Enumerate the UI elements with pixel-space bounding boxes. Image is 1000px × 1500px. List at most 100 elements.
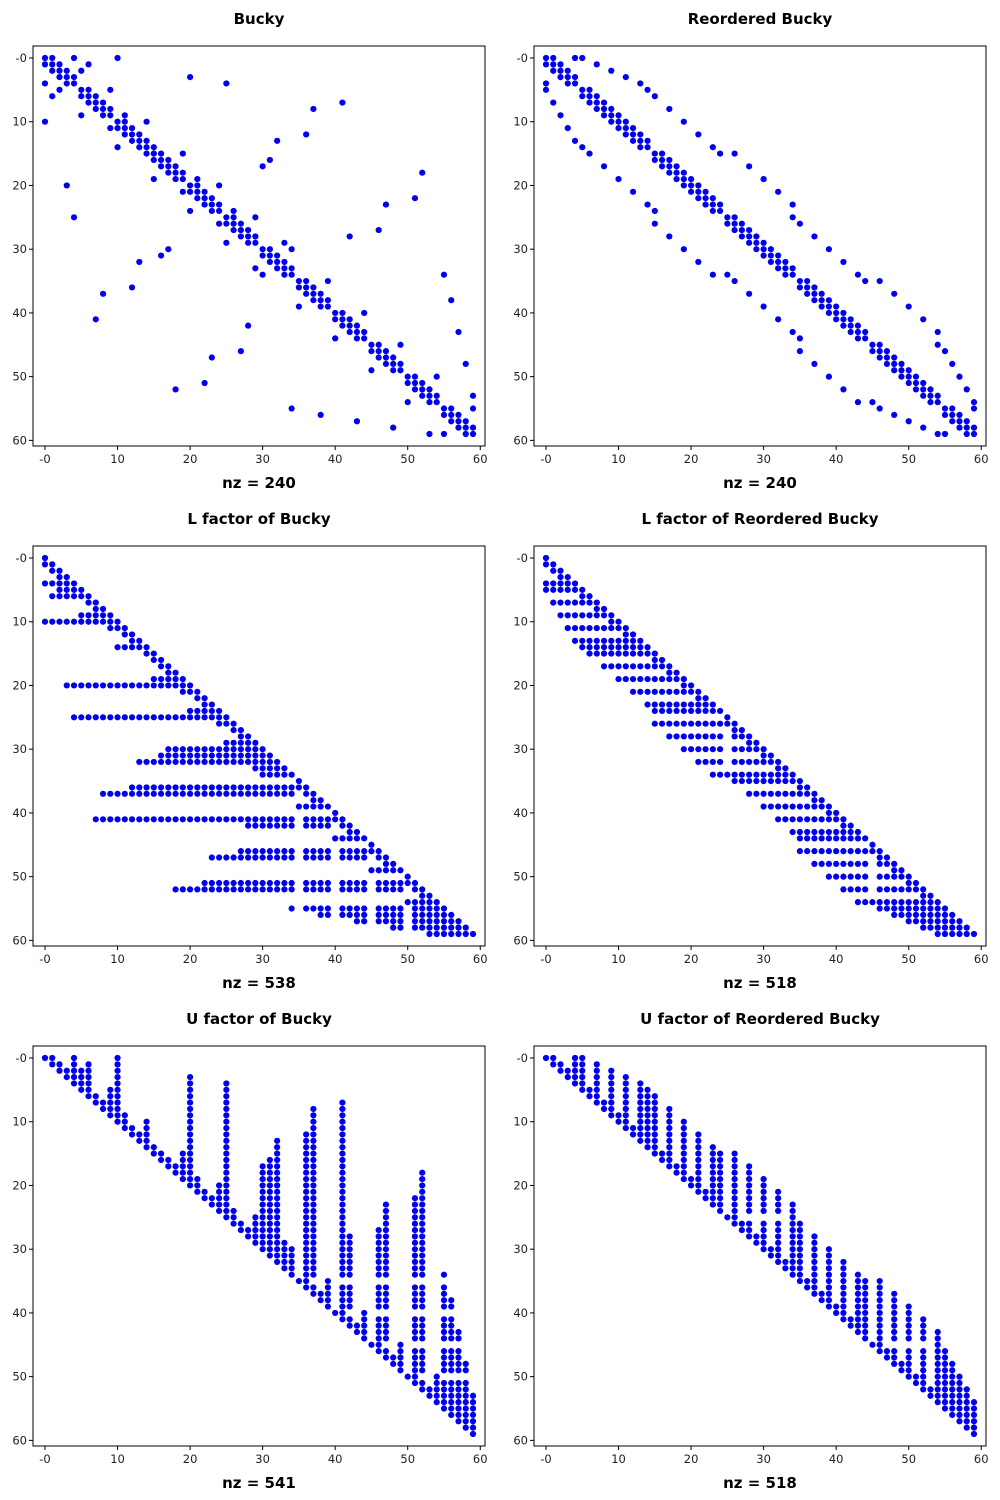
nonzero-point bbox=[920, 918, 927, 925]
nonzero-point bbox=[637, 1099, 644, 1106]
nonzero-point bbox=[339, 848, 346, 855]
nonzero-point bbox=[833, 316, 840, 323]
nonzero-point bbox=[760, 252, 767, 259]
nonzero-point bbox=[949, 930, 956, 938]
nonzero-point bbox=[310, 1252, 317, 1259]
nonzero-point bbox=[571, 637, 579, 644]
nonzero-point bbox=[637, 688, 644, 695]
nonzero-point bbox=[455, 1418, 462, 1425]
nonzero-point bbox=[78, 586, 85, 593]
nonzero-point bbox=[310, 1105, 317, 1113]
nonzero-point bbox=[375, 1239, 382, 1246]
nonzero-point bbox=[651, 720, 658, 727]
nonzero-points bbox=[542, 54, 978, 438]
nonzero-point bbox=[818, 297, 825, 304]
nonzero-point bbox=[426, 899, 433, 906]
nonzero-point bbox=[419, 386, 426, 393]
nonzero-point bbox=[825, 809, 833, 817]
nonzero-point bbox=[324, 803, 332, 810]
nonzero-point bbox=[448, 1316, 455, 1323]
nonzero-point bbox=[339, 1137, 346, 1144]
nonzero-point bbox=[637, 1080, 644, 1087]
nonzero-point bbox=[637, 650, 644, 657]
nonzero-point bbox=[310, 879, 317, 887]
nonzero-point bbox=[266, 790, 273, 797]
nonzero-point bbox=[920, 1367, 927, 1374]
nonzero-point bbox=[252, 1226, 259, 1234]
nonzero-point bbox=[433, 373, 440, 380]
nonzero-point bbox=[266, 1156, 273, 1164]
nonzero-point bbox=[695, 1175, 702, 1183]
nonzero-point bbox=[49, 61, 56, 68]
nonzero-point bbox=[230, 886, 237, 893]
nonzero-point bbox=[230, 226, 237, 234]
y-tick-label: 10 bbox=[12, 115, 27, 129]
nonzero-point bbox=[179, 886, 186, 893]
nonzero-point bbox=[695, 720, 702, 727]
nonzero-point bbox=[448, 1405, 455, 1412]
nonzero-point bbox=[637, 675, 644, 683]
nonzero-point bbox=[107, 86, 114, 93]
nonzero-point bbox=[143, 1137, 150, 1144]
nonzero-point bbox=[840, 1316, 847, 1323]
nonzero-point bbox=[615, 644, 622, 651]
nonzero-point bbox=[186, 714, 194, 721]
nonzero-point bbox=[789, 1258, 796, 1266]
nonzero-point bbox=[753, 239, 760, 246]
nonzero-point bbox=[862, 1290, 869, 1297]
nonzero-point bbox=[274, 137, 281, 144]
nonzero-point bbox=[651, 688, 658, 695]
nonzero-point bbox=[891, 1335, 898, 1342]
nonzero-point bbox=[789, 777, 796, 785]
x-tick-label: 20 bbox=[684, 1452, 699, 1466]
nonzero-point bbox=[811, 828, 818, 836]
nonzero-point bbox=[339, 1252, 346, 1259]
nonzero-point bbox=[854, 1290, 862, 1297]
nonzero-point bbox=[303, 1239, 310, 1246]
nonzero-point bbox=[622, 118, 629, 125]
nonzero-point bbox=[927, 911, 934, 918]
nonzero-point bbox=[339, 1220, 346, 1227]
nonzero-point bbox=[760, 239, 767, 246]
nonzero-point bbox=[564, 67, 571, 74]
nonzero-point bbox=[840, 828, 847, 836]
nonzero-point bbox=[419, 886, 426, 893]
nonzero-point bbox=[760, 1233, 767, 1240]
nonzero-point bbox=[775, 1252, 782, 1259]
nonzero-point bbox=[651, 207, 658, 215]
nonzero-point bbox=[245, 239, 252, 246]
nonzero-point bbox=[266, 1220, 273, 1227]
nonzero-point bbox=[317, 797, 324, 804]
nonzero-point bbox=[266, 752, 273, 759]
nonzero-point bbox=[833, 809, 840, 817]
nonzero-point bbox=[876, 1335, 883, 1342]
nonzero-point bbox=[252, 1239, 259, 1246]
nonzero-point bbox=[382, 1246, 390, 1253]
nonzero-point bbox=[216, 784, 223, 791]
nonzero-point bbox=[70, 74, 78, 81]
nonzero-point bbox=[789, 1271, 796, 1278]
nonzero-point bbox=[695, 1137, 702, 1144]
nonzero-point bbox=[375, 1265, 382, 1272]
nonzero-points bbox=[41, 554, 477, 938]
nonzero-point bbox=[310, 803, 317, 810]
nonzero-point bbox=[440, 405, 448, 412]
y-tick-label: 60 bbox=[12, 1433, 27, 1447]
nonzero-point bbox=[550, 561, 557, 568]
nonzero-point bbox=[927, 899, 934, 906]
nonzero-point bbox=[332, 316, 339, 323]
nonzero-point bbox=[666, 1118, 673, 1125]
nonzero-point bbox=[550, 599, 557, 606]
nonzero-point bbox=[259, 1201, 266, 1208]
nonzero-point bbox=[920, 1348, 927, 1355]
y-tick-label: 20 bbox=[12, 178, 27, 192]
nonzero-point bbox=[397, 911, 404, 918]
nonzero-point bbox=[956, 1411, 963, 1418]
nonzero-point bbox=[825, 1277, 833, 1285]
nonzero-point bbox=[956, 1373, 963, 1380]
nonzero-point bbox=[825, 848, 833, 855]
nonzero-point bbox=[789, 214, 796, 221]
subplot-4: L factor of Reordered Bucky-0 10 20 30 40 50 6… bbox=[513, 510, 988, 992]
nonzero-point bbox=[818, 290, 825, 297]
nonzero-point bbox=[622, 1118, 629, 1125]
